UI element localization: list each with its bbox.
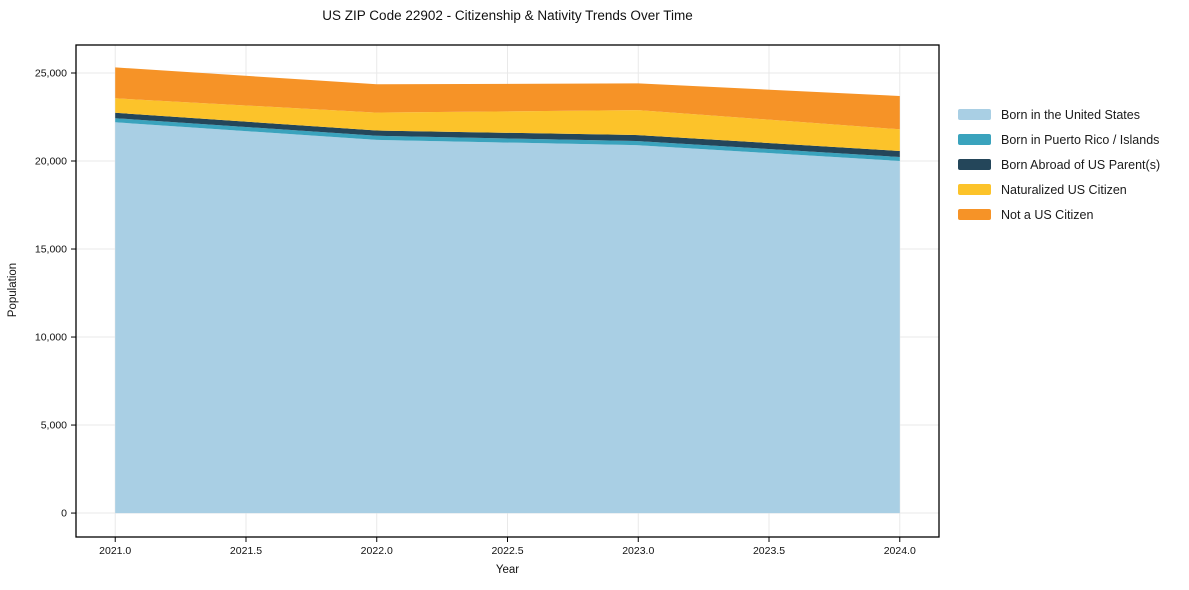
area-born-in-the-united-states [115, 122, 900, 514]
legend-swatch-icon [958, 134, 991, 145]
legend-swatch-icon [958, 209, 991, 220]
legend-label: Born in the United States [1001, 107, 1140, 122]
y-tick-label: 0 [61, 508, 67, 520]
area-not-a-us-citizen [115, 67, 900, 130]
y-tick-label: 20,000 [35, 156, 67, 168]
y-tick-label: 5,000 [41, 420, 67, 432]
legend-item-naturalized-us-citizen: Naturalized US Citizen [958, 177, 1160, 202]
x-tick-label: 2021.0 [99, 545, 131, 557]
y-tick-label: 10,000 [35, 332, 67, 344]
legend-swatch-icon [958, 159, 991, 170]
x-tick-label: 2022.0 [361, 545, 393, 557]
x-tick-label: 2023.0 [622, 545, 654, 557]
legend-label: Born in Puerto Rico / Islands [1001, 132, 1160, 147]
x-axis-label: Year [495, 564, 520, 576]
legend-swatch-icon [958, 184, 991, 195]
legend-swatch-icon [958, 109, 991, 120]
legend-label: Not a US Citizen [1001, 207, 1094, 222]
y-tick-label: 15,000 [35, 244, 67, 256]
legend-item-born-abroad-of-us-parent-s: Born Abroad of US Parent(s) [958, 152, 1160, 177]
legend-label: Born Abroad of US Parent(s) [1001, 157, 1161, 172]
legend: Born in the United States Born in Puerto … [958, 102, 1160, 227]
area-born-abroad-of-us-parent-s [115, 112, 900, 157]
legend-item-not-a-us-citizen: Not a US Citizen [958, 202, 1160, 227]
x-tick-label: 2021.5 [230, 545, 262, 557]
legend-item-born-in-puerto-rico-islands: Born in Puerto Rico / Islands [958, 127, 1160, 152]
chart-title: US ZIP Code 22902 - Citizenship & Nativi… [322, 8, 693, 23]
legend-item-born-in-the-united-states: Born in the United States [958, 102, 1160, 127]
area-born-in-puerto-rico-islands [115, 118, 900, 161]
x-tick-label: 2023.5 [753, 545, 785, 557]
y-tick-label: 25,000 [35, 67, 67, 79]
legend-label: Naturalized US Citizen [1001, 182, 1127, 197]
area-naturalized-us-citizen [115, 98, 900, 151]
x-tick-label: 2022.5 [491, 545, 523, 557]
x-tick-label: 2024.0 [884, 545, 916, 557]
